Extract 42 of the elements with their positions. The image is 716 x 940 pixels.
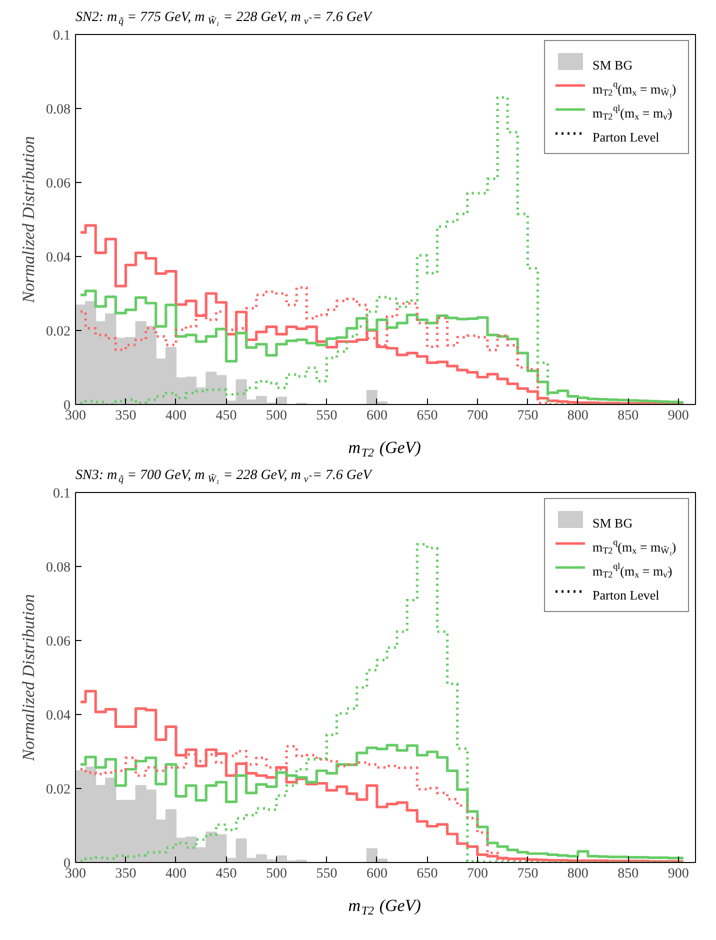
- x-tick-label: 550: [316, 408, 338, 424]
- y-tick-label: 0.1: [53, 486, 70, 502]
- y-tick-label: 0.08: [46, 102, 70, 118]
- y-tick-label: 0.06: [46, 176, 70, 192]
- x-tick-label: 350: [115, 408, 136, 424]
- annotation: Parton Level: [592, 130, 660, 144]
- y-tick-label: 0.02: [46, 324, 70, 340]
- y-tick-label: 0.04: [46, 250, 70, 266]
- y-axis-title: Normalized Distribution: [19, 136, 38, 304]
- x-tick-label: 600: [366, 866, 388, 882]
- x-tick-label: 350: [115, 866, 136, 882]
- x-tick-label: 500: [266, 866, 287, 882]
- x-tick-label: 450: [216, 866, 237, 882]
- x-tick-label: 500: [266, 408, 287, 424]
- x-tick-label: 400: [165, 408, 186, 424]
- x-tick-label: 650: [416, 408, 438, 424]
- annotation: Parton Level: [592, 588, 660, 602]
- x-tick-label: 300: [65, 866, 86, 882]
- x-tick-label: 800: [567, 866, 588, 882]
- y-tick-label: 0.1: [53, 28, 70, 44]
- x-tick-label: 600: [366, 408, 388, 424]
- x-tick-label: 550: [316, 866, 338, 882]
- y-tick-label: 0.04: [46, 708, 70, 724]
- y-tick-label: 0.02: [46, 782, 70, 798]
- x-tick-label: 800: [567, 408, 588, 424]
- x-tick-label: 700: [466, 408, 488, 424]
- x-tick-label: 400: [165, 866, 186, 882]
- x-tick-label: 850: [618, 866, 639, 882]
- x-tick-label: 850: [618, 408, 639, 424]
- x-tick-label: 300: [65, 408, 86, 424]
- x-tick-label: 450: [216, 408, 237, 424]
- x-tick-label: 650: [416, 866, 438, 882]
- x-tick-label: 900: [668, 866, 689, 882]
- x-tick-label: 750: [517, 408, 538, 424]
- y-tick-label: 0.08: [46, 560, 70, 576]
- x-tick-label: 900: [668, 408, 689, 424]
- legend-label: SM BG: [592, 58, 633, 72]
- legend-label: SM BG: [592, 516, 633, 530]
- y-axis-title: Normalized Distribution: [19, 594, 38, 762]
- x-tick-label: 750: [517, 866, 538, 882]
- x-tick-label: 700: [466, 866, 488, 882]
- y-tick-label: 0.06: [46, 634, 70, 650]
